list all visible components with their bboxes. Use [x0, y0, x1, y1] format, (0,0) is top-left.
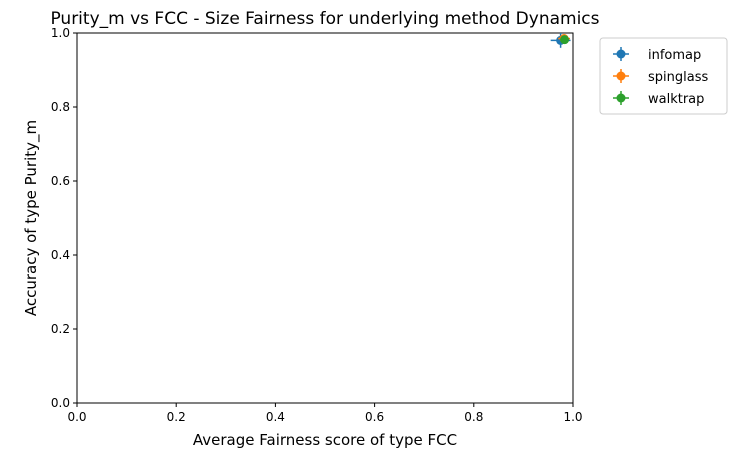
- legend-label: walktrap: [648, 92, 704, 107]
- series-layer: [550, 33, 571, 48]
- legend-label: spinglass: [648, 70, 708, 85]
- y-axis-label: Accuracy of type Purity_m: [22, 120, 41, 316]
- legend-entry-spinglass: spinglass: [613, 69, 708, 85]
- y-tick-label: 0.0: [51, 396, 70, 410]
- y-tick-label: 0.6: [51, 174, 70, 188]
- x-axis-ticks: 0.0 0.2 0.4 0.6 0.8 1.0: [67, 403, 583, 424]
- y-tick-label: 1.0: [51, 26, 70, 40]
- y-tick-label: 0.2: [51, 322, 70, 336]
- plot-frame: [76, 32, 574, 404]
- legend: infomap spinglass walktrap: [599, 37, 728, 115]
- x-tick-label: 1.0: [563, 410, 582, 424]
- legend-entry-infomap: infomap: [613, 47, 701, 63]
- x-tick-label: 0.8: [464, 410, 483, 424]
- legend-marker: [616, 93, 626, 103]
- legend-frame: [599, 37, 728, 115]
- legend-label: infomap: [648, 48, 701, 63]
- x-tick-label: 0.6: [365, 410, 384, 424]
- y-axis-ticks: 0.0 0.2 0.4 0.6 0.8 1.0: [51, 26, 77, 410]
- legend-marker: [616, 49, 626, 59]
- y-tick-label: 0.8: [51, 100, 70, 114]
- data-point: [560, 35, 570, 45]
- x-tick-label: 0.4: [266, 410, 285, 424]
- chart-title: Purity_m vs FCC - Size Fairness for unde…: [50, 9, 599, 29]
- x-tick-label: 0.2: [167, 410, 186, 424]
- legend-marker: [616, 71, 626, 81]
- x-tick-label: 0.0: [67, 410, 86, 424]
- x-axis-label: Average Fairness score of type FCC: [193, 431, 457, 449]
- series-walktrap: [560, 35, 570, 45]
- plot-area: [76, 32, 574, 404]
- legend-entry-walktrap: walktrap: [613, 91, 704, 107]
- y-tick-label: 0.4: [51, 248, 70, 262]
